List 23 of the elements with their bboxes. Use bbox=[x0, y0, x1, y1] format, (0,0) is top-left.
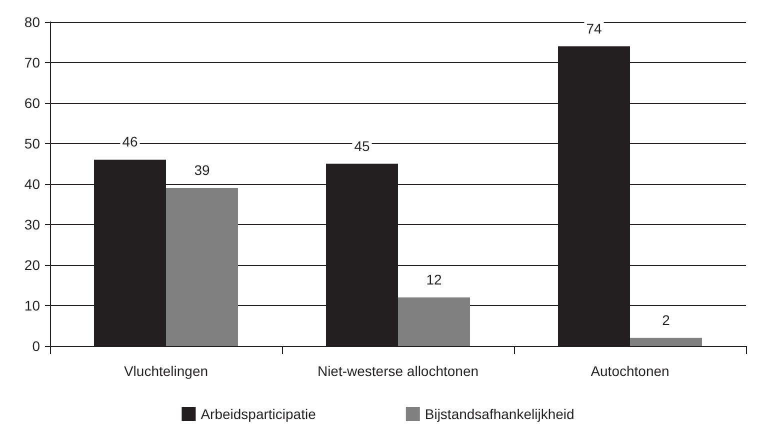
x-tick-label: Autochtonen bbox=[590, 363, 670, 379]
y-tick-label: 40 bbox=[24, 176, 40, 192]
data-label: 45 bbox=[354, 138, 370, 154]
y-tick-label: 50 bbox=[24, 136, 40, 152]
y-tick-label: 10 bbox=[24, 298, 40, 314]
bar bbox=[398, 297, 470, 346]
x-tick-label: Vluchtelingen bbox=[124, 363, 208, 379]
y-tick-label: 60 bbox=[24, 95, 40, 111]
data-label: 2 bbox=[662, 312, 670, 328]
x-tick-label: Niet-westerse allochtonen bbox=[317, 363, 479, 379]
legend-label: Arbeidsparticipatie bbox=[200, 406, 316, 422]
bar bbox=[630, 338, 702, 346]
data-label: 12 bbox=[426, 271, 442, 288]
legend-label: Bijstandsafhankelijkheid bbox=[424, 406, 574, 422]
data-label: 39 bbox=[194, 162, 210, 178]
y-tick-label: 20 bbox=[24, 257, 40, 273]
y-tick-label: 30 bbox=[24, 216, 40, 232]
y-tick-label: 0 bbox=[32, 338, 40, 354]
y-tick-label: 80 bbox=[24, 14, 40, 30]
bar bbox=[166, 188, 238, 346]
data-label: 74 bbox=[586, 20, 602, 36]
y-tick-label: 70 bbox=[24, 54, 40, 70]
data-label: 46 bbox=[122, 134, 138, 150]
